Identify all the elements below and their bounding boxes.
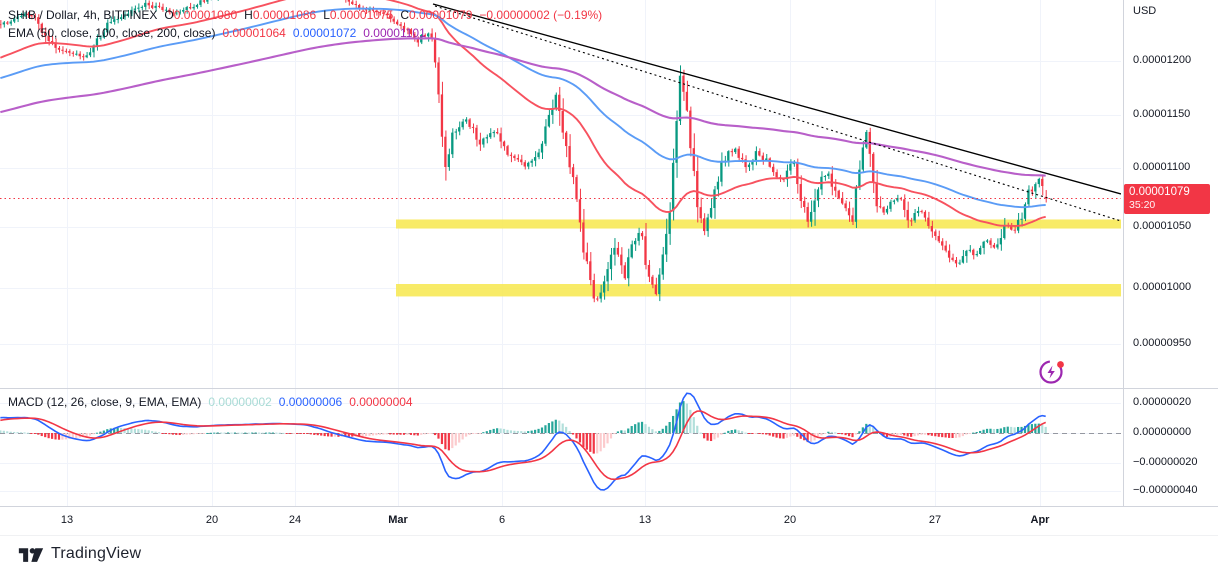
tradingview-logo[interactable]: TradingView <box>18 544 141 564</box>
ema100-value: 0.00001072 <box>292 26 357 40</box>
macd-line-value: 0.00000006 <box>278 395 343 409</box>
time-axis-label: 6 <box>498 514 506 526</box>
price-axis-label: 0.00001200 <box>1133 54 1192 66</box>
symbol-legend[interactable]: SHIB / Dollar, 4h, BITFINEX O0.00001080 … <box>8 8 602 22</box>
macd-hist-value: 0.00000002 <box>208 395 272 409</box>
price-axis-label: 0.00001100 <box>1133 161 1191 173</box>
time-axis-label: 20 <box>205 514 219 526</box>
price-axis-label: 0.00001000 <box>1133 281 1192 293</box>
ohlc-high: H0.00001086 <box>244 8 317 22</box>
currency-label: USD <box>1133 5 1157 17</box>
tradingview-mark-icon <box>18 548 44 562</box>
pane-divider[interactable] <box>0 388 1218 389</box>
time-axis-label: 13 <box>60 514 74 526</box>
time-axis-label: Apr <box>1030 514 1050 526</box>
time-axis-label: 24 <box>288 514 302 526</box>
ohlc-open: O0.00001080 <box>164 8 238 22</box>
price-axis-label: 0.00001150 <box>1133 108 1191 120</box>
symbol-title: SHIB / Dollar, 4h, BITFINEX <box>8 8 158 22</box>
price-axis-label: 0.00000950 <box>1133 337 1192 349</box>
macd-axis-label: −0.00000040 <box>1133 484 1198 496</box>
current-price: 0.00001079 <box>1129 186 1190 198</box>
ohlc-close: C0.00001079 <box>400 8 473 22</box>
brand-name: TradingView <box>51 545 142 562</box>
technicals-flash-button[interactable] <box>1036 356 1068 388</box>
macd-label: MACD (12, 26, close, 9, EMA, EMA) <box>8 395 202 409</box>
macd-axis-label: −0.00000020 <box>1133 456 1198 468</box>
price-change: −0.00000002 (−0.19%) <box>479 8 603 22</box>
ohlc-low: L0.00001075 <box>323 8 394 22</box>
macd-axis-label: 0.00000020 <box>1133 396 1192 408</box>
ema200-value: 0.00001101 <box>363 26 426 40</box>
macd-signal-value: 0.00000004 <box>349 395 413 409</box>
macd-axis-label: 0.00000000 <box>1133 426 1192 438</box>
time-axis-label: Mar <box>388 514 408 526</box>
bar-countdown: 35:20 <box>1129 199 1156 211</box>
ema-label: EMA (50, close, 100, close, 200, close) <box>8 26 216 40</box>
price-scale[interactable]: USD 0.00001200 0.00001150 0.00001100 0.0000… <box>1123 0 1218 506</box>
ema-indicator-legend[interactable]: EMA (50, close, 100, close, 200, close) … <box>8 26 426 40</box>
lightning-icon <box>1039 360 1064 384</box>
time-axis-label: 13 <box>638 514 652 526</box>
price-axis-label: 0.00001050 <box>1133 220 1192 232</box>
macd-indicator-legend[interactable]: MACD (12, 26, close, 9, EMA, EMA) 0.0000… <box>8 395 413 409</box>
ema50-value: 0.00001064 <box>222 26 286 40</box>
current-price-badge: 0.00001079 35:20 <box>1124 184 1210 214</box>
time-axis-label: 27 <box>928 514 942 526</box>
time-scale[interactable]: 13 20 24 Mar 6 13 20 27 Apr <box>0 506 1218 536</box>
footer-bar: TradingView <box>0 535 1218 571</box>
time-axis-label: 20 <box>783 514 797 526</box>
